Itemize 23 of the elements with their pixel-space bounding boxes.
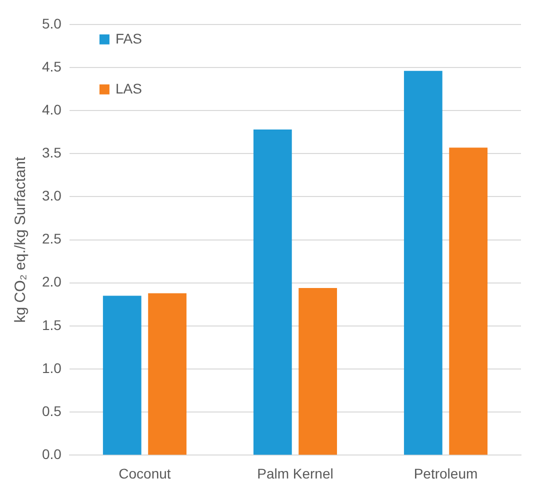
x-tick-label: Coconut (118, 465, 171, 482)
bar (449, 148, 488, 455)
bar (148, 293, 186, 455)
x-tick-label: Petroleum (414, 465, 478, 482)
y-tick-label: 0.0 (42, 446, 62, 462)
y-tick-label: 4.0 (42, 101, 62, 118)
y-tick-label: 5.0 (42, 15, 62, 32)
y-tick-label: 3.5 (42, 144, 62, 160)
y-tick-label: 2.0 (42, 274, 62, 290)
y-tick-label: 0.5 (42, 402, 62, 419)
legend-label: FAS (115, 30, 142, 46)
y-tick-label: 1.0 (42, 360, 62, 376)
bar (298, 288, 337, 455)
x-tick-label: Palm Kernel (257, 465, 334, 482)
y-tick-label: 4.5 (42, 58, 62, 74)
y-axis-title: kg CO₂ eq./kg Surfactant (12, 156, 30, 323)
y-tick-label: 2.5 (42, 230, 62, 247)
bar (253, 130, 292, 455)
bar (102, 296, 142, 455)
legend-label: LAS (115, 80, 142, 96)
bar (404, 70, 442, 455)
y-tick-label: 1.5 (42, 316, 62, 333)
y-tick-label: 3.0 (42, 188, 62, 204)
